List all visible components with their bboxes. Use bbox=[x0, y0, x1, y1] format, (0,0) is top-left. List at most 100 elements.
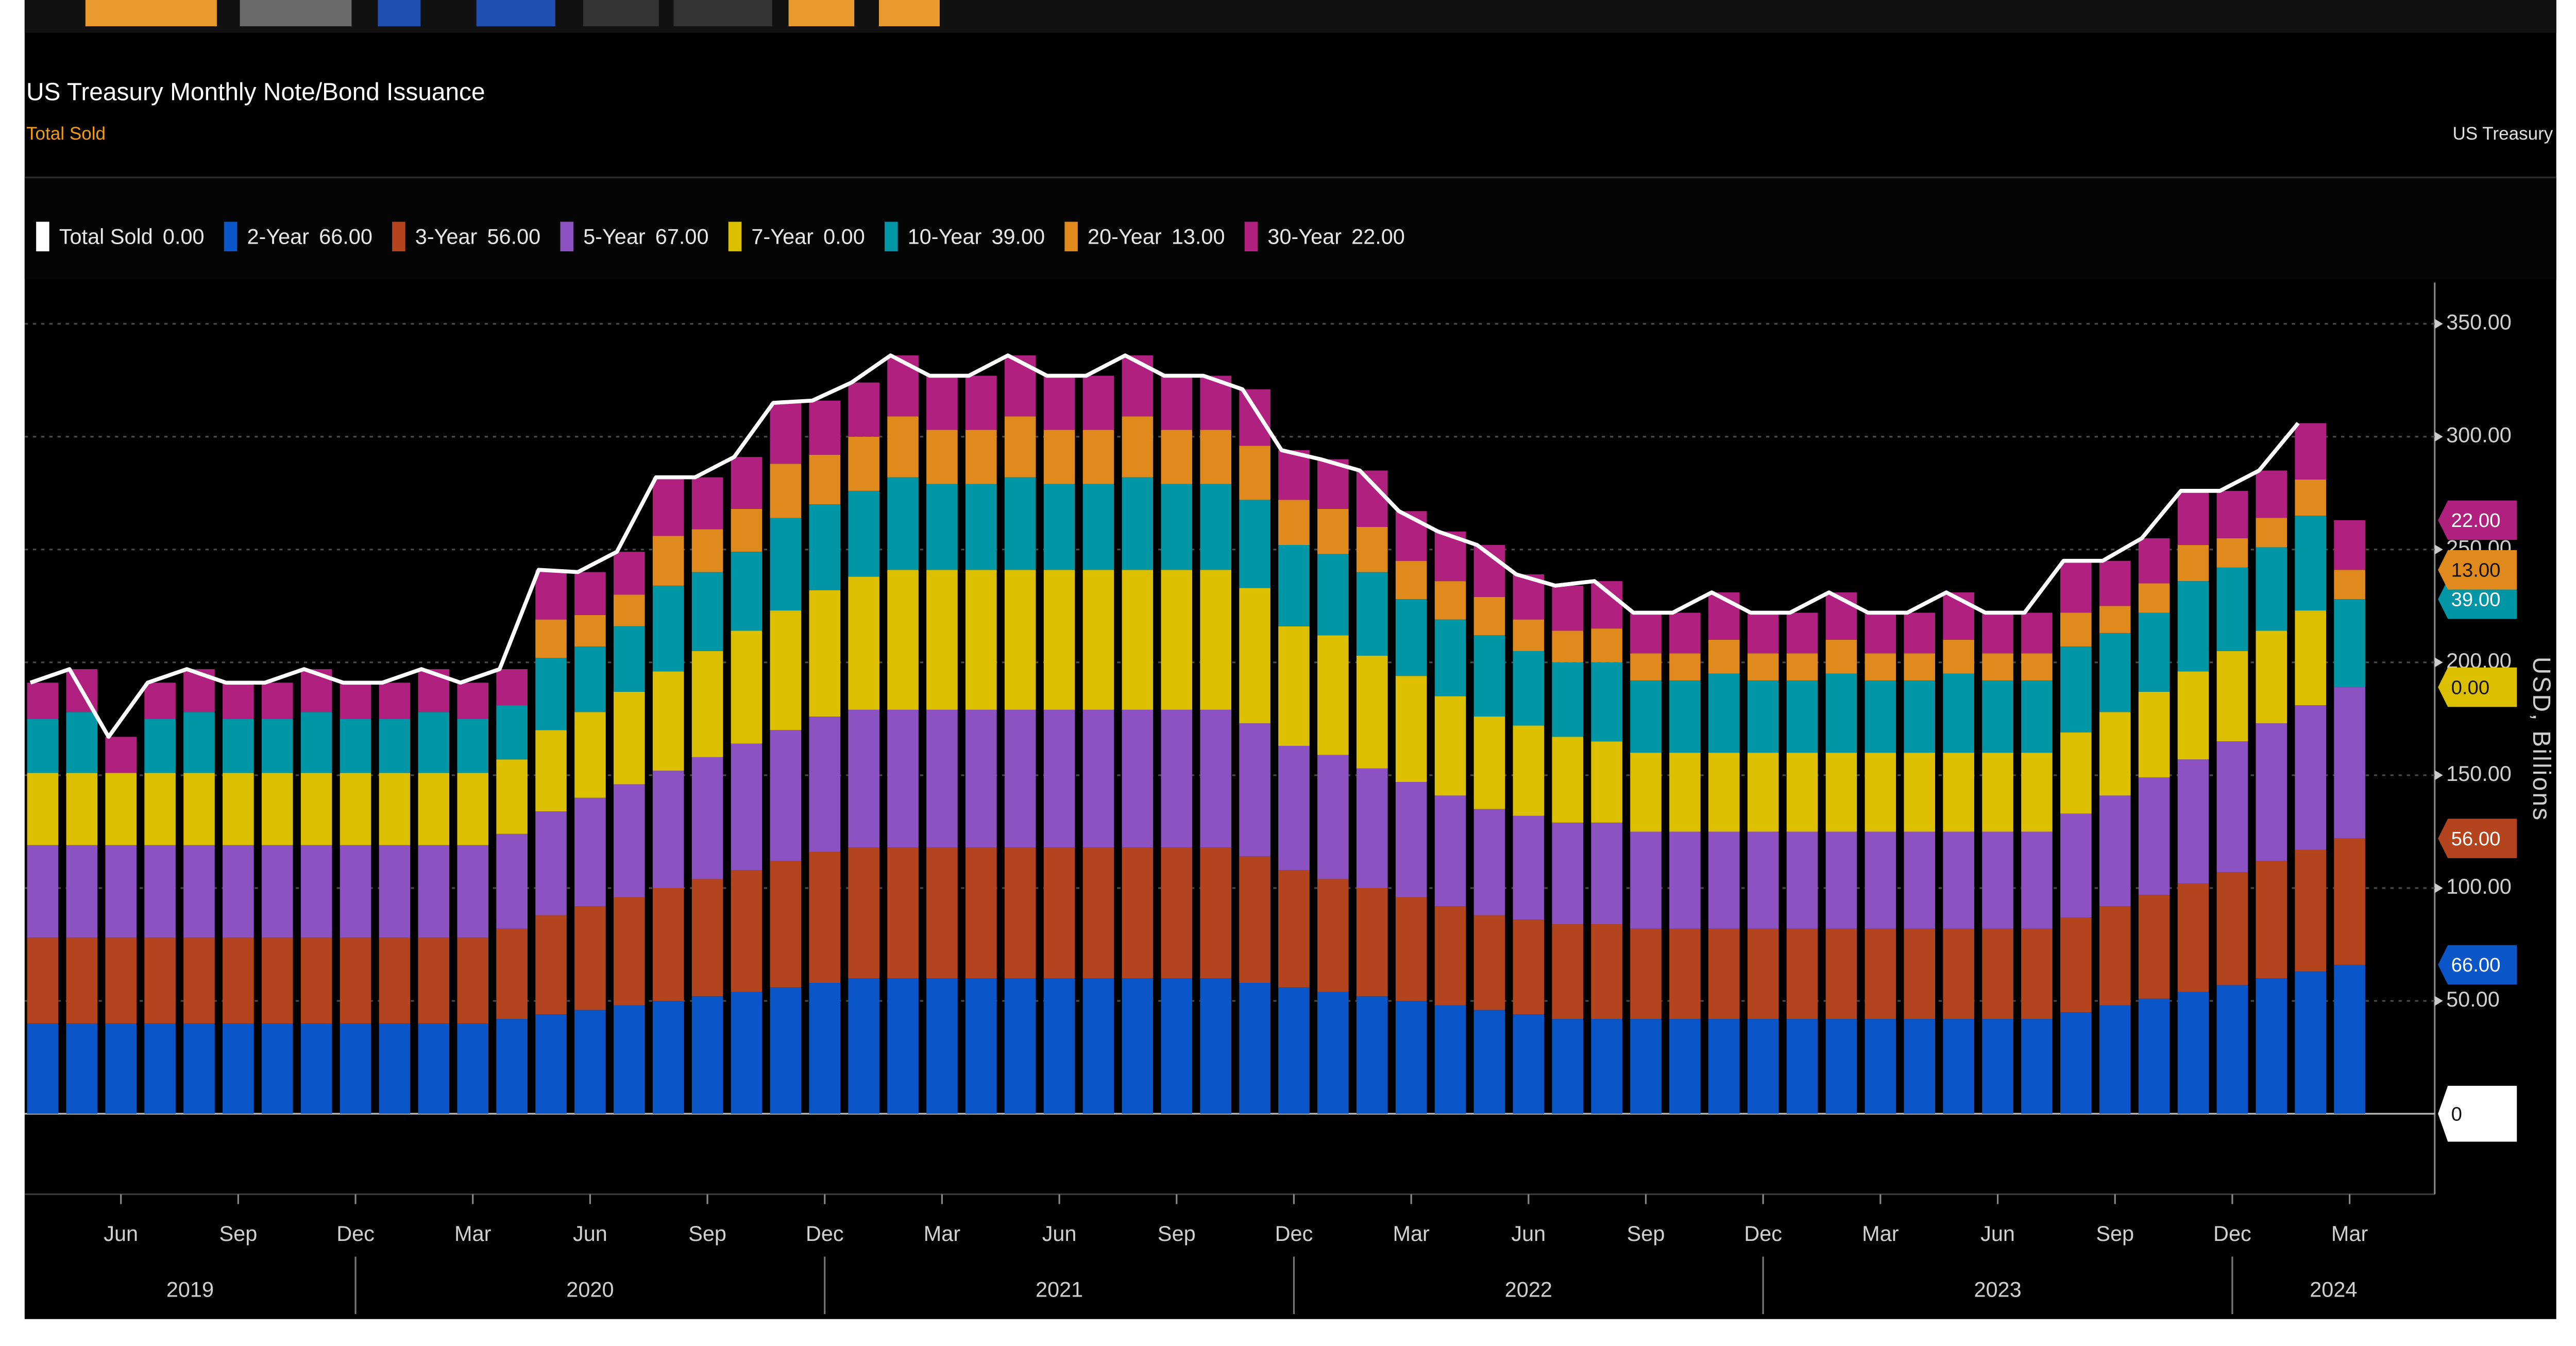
toolbar-button[interactable] bbox=[788, 0, 855, 27]
bar-segment bbox=[926, 847, 958, 979]
x-tick-label: Mar bbox=[1862, 1221, 1899, 1246]
bar-segment bbox=[1200, 709, 1231, 848]
bar-segment bbox=[1473, 717, 1505, 809]
bar-segment bbox=[27, 938, 59, 1024]
bar-segment bbox=[691, 757, 723, 879]
bar-segment bbox=[1825, 831, 1857, 929]
legend-value: 22.00 bbox=[1351, 224, 1405, 248]
toolbar-button[interactable] bbox=[240, 0, 352, 27]
bar-segment bbox=[574, 615, 606, 647]
axis-tag bbox=[2438, 667, 2517, 707]
year-label: 2020 bbox=[566, 1277, 614, 1301]
bar-segment bbox=[1513, 919, 1545, 1015]
bar-segment bbox=[691, 996, 723, 1114]
bar-segment bbox=[731, 992, 762, 1114]
bar-segment bbox=[1434, 906, 1466, 1006]
toolbar-button[interactable] bbox=[476, 0, 555, 27]
bar-segment bbox=[731, 457, 762, 509]
bar-segment bbox=[1552, 662, 1584, 737]
bar-segment bbox=[2216, 651, 2248, 742]
toolbar-button[interactable] bbox=[378, 0, 421, 27]
bar-segment bbox=[1473, 915, 1505, 1010]
bar-segment bbox=[27, 1023, 59, 1114]
bar-segment bbox=[2256, 518, 2287, 548]
bar-segment bbox=[340, 938, 371, 1024]
bar-segment bbox=[1082, 978, 1114, 1114]
y-tick-mark bbox=[2434, 544, 2443, 555]
bar-segment bbox=[2138, 583, 2170, 613]
bar-segment bbox=[105, 773, 137, 845]
y-tick-mark bbox=[2434, 770, 2443, 780]
bar-segment bbox=[261, 938, 293, 1024]
total-line bbox=[29, 353, 2300, 739]
bar-segment bbox=[2099, 712, 2131, 796]
bar-segment bbox=[2060, 612, 2092, 647]
bar-segment bbox=[848, 709, 879, 848]
bar-segment bbox=[1043, 570, 1075, 710]
bar-segment bbox=[2256, 470, 2287, 518]
bar-segment bbox=[2177, 759, 2209, 884]
toolbar-button[interactable] bbox=[878, 0, 940, 27]
toolbar-button[interactable] bbox=[673, 0, 772, 27]
toolbar-button[interactable] bbox=[85, 0, 217, 27]
bar-segment bbox=[1904, 831, 1936, 929]
bar-segment bbox=[496, 669, 528, 706]
bar-segment bbox=[1004, 355, 1036, 417]
bar-segment bbox=[1825, 928, 1857, 1019]
bar-segment bbox=[1982, 680, 2013, 753]
bar-segment bbox=[1865, 680, 1896, 753]
bar-segment bbox=[1278, 500, 1310, 546]
bar-segment bbox=[1630, 928, 1662, 1019]
bar-segment bbox=[1278, 870, 1310, 987]
year-label: 2019 bbox=[166, 1277, 214, 1301]
bar-segment bbox=[340, 845, 371, 938]
bar-segment bbox=[809, 504, 841, 590]
toolbar-button[interactable] bbox=[583, 0, 659, 27]
bar-segment bbox=[2295, 423, 2326, 480]
bar-segment bbox=[2021, 653, 2053, 680]
bar-segment bbox=[1473, 597, 1505, 636]
bar-segment bbox=[1356, 768, 1388, 888]
legend-swatch bbox=[885, 222, 898, 251]
bar-segment bbox=[1982, 831, 2013, 929]
bar-segment bbox=[2138, 998, 2170, 1114]
bar-segment bbox=[1434, 1005, 1466, 1114]
bar-segment bbox=[1630, 753, 1662, 832]
bar-segment bbox=[770, 861, 802, 987]
bar-segment bbox=[574, 572, 606, 615]
y-tick-mark bbox=[2434, 996, 2443, 1006]
bar-segment bbox=[1161, 978, 1193, 1114]
bar-segment bbox=[1004, 847, 1036, 979]
bar-segment bbox=[223, 1023, 254, 1114]
legend-value: 66.00 bbox=[319, 224, 372, 248]
bar-segment bbox=[1708, 753, 1740, 832]
bar-segment bbox=[887, 709, 919, 848]
legend-swatch bbox=[224, 222, 238, 251]
bar-segment bbox=[770, 518, 802, 611]
bar-segment bbox=[1786, 680, 1818, 753]
x-tick-label: Mar bbox=[2331, 1221, 2368, 1246]
bar-segment bbox=[2021, 928, 2053, 1019]
bar-segment bbox=[1317, 879, 1349, 992]
bar-segment bbox=[457, 719, 489, 773]
bar-segment bbox=[1082, 709, 1114, 848]
legend-name: 2-Year bbox=[247, 224, 309, 248]
bar-segment bbox=[2177, 992, 2209, 1114]
bar-segment bbox=[614, 691, 645, 785]
bar-segment bbox=[2334, 520, 2365, 570]
year-label: 2024 bbox=[2310, 1277, 2357, 1301]
bar-segment bbox=[809, 454, 841, 505]
bar-segment bbox=[1434, 619, 1466, 696]
x-tick-label: Sep bbox=[1158, 1221, 1196, 1246]
bar-segment bbox=[926, 430, 958, 484]
axis-tag bbox=[2438, 1085, 2517, 1142]
bar-segment bbox=[1825, 753, 1857, 832]
bar-segment bbox=[1161, 570, 1193, 710]
bar-segment bbox=[418, 845, 450, 938]
bar-segment bbox=[1943, 640, 1974, 674]
bar-segment bbox=[2295, 479, 2326, 516]
bar-segment bbox=[691, 651, 723, 757]
bar-segment bbox=[770, 730, 802, 861]
bar-segment bbox=[300, 1023, 332, 1114]
bar-segment bbox=[614, 626, 645, 692]
